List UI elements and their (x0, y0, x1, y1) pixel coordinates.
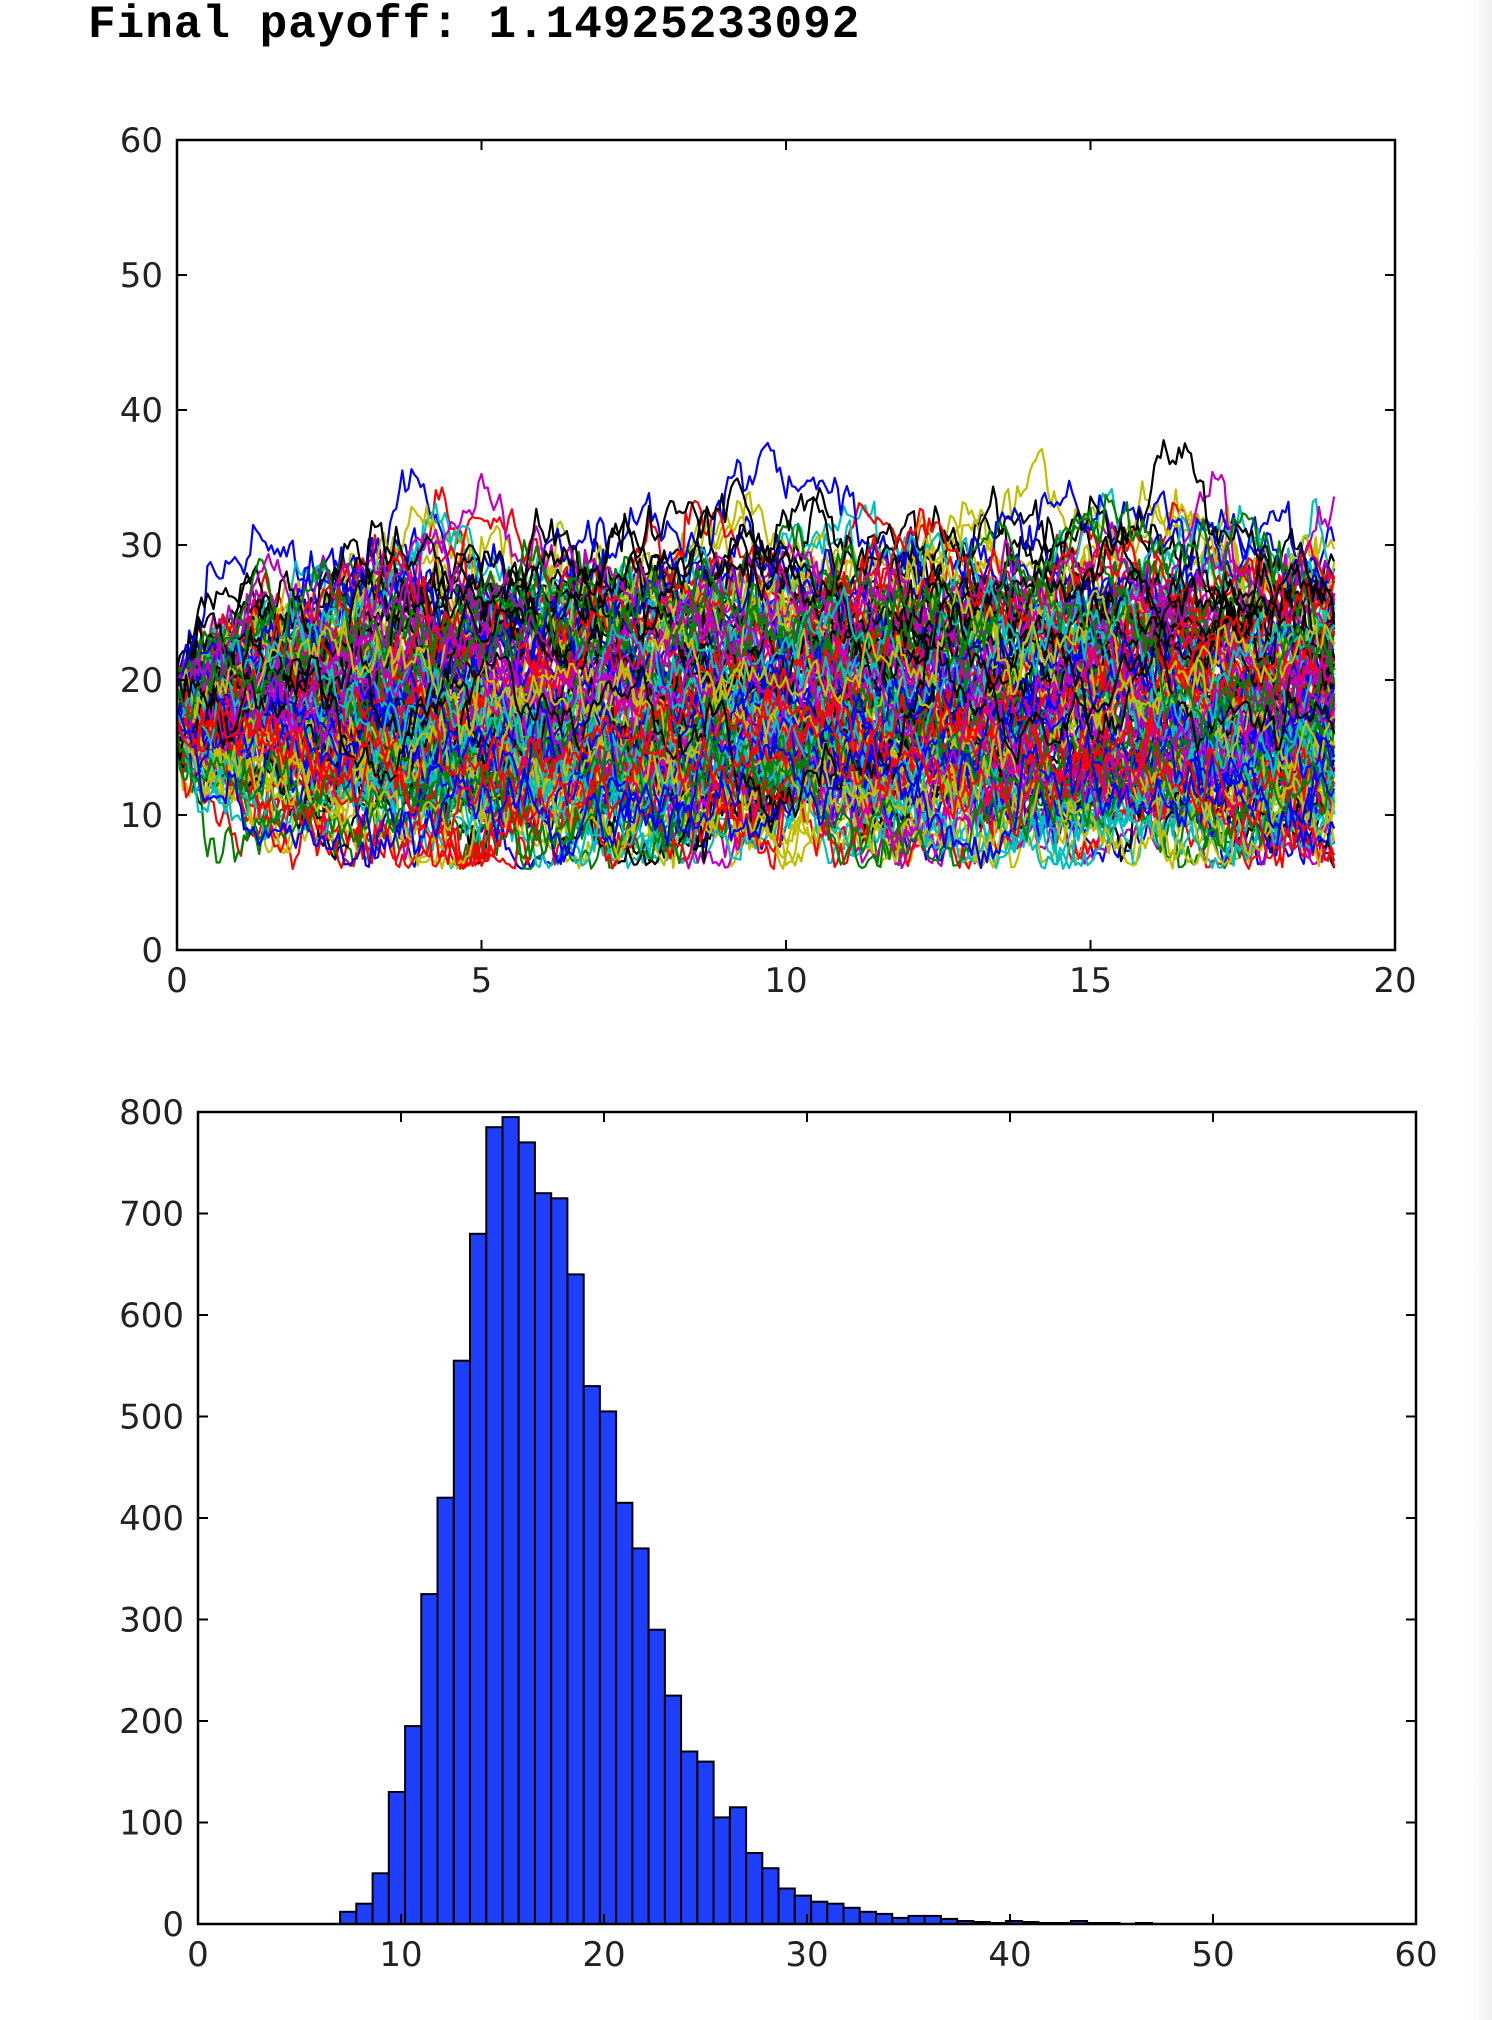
histogram-bar (810, 1900, 829, 1926)
histogram-bar (842, 1906, 861, 1925)
histogram-bar (371, 1872, 390, 1926)
paths-line-chart: 0 5 10 15 20 0 10 20 30 40 50 60 (120, 121, 1417, 1001)
path-series-line (175, 477, 1336, 743)
hist-plot-frame (196, 1110, 1418, 1926)
path-series-line (175, 493, 1335, 704)
histogram-bar (436, 1496, 455, 1925)
path-series-line (176, 597, 1336, 833)
histogram-bar (501, 1116, 520, 1926)
histogram-bar (761, 1867, 780, 1926)
path-series-line (175, 688, 1336, 869)
y-tick-label: 300 (119, 1601, 184, 1641)
y-tick-label: 20 (120, 661, 163, 701)
histogram-bar (680, 1750, 699, 1925)
histogram-bar (387, 1791, 406, 1925)
histogram-bar (582, 1385, 601, 1926)
histogram-bar (647, 1628, 666, 1925)
x-tick-label: 20 (582, 1935, 625, 1975)
histogram-bar (858, 1910, 877, 1925)
scroll-edge-shadow (1470, 0, 1492, 2020)
y-tick-label: 500 (119, 1398, 184, 1438)
path-series-line (175, 578, 1336, 784)
path-series-line (175, 504, 1335, 741)
histogram-bar (339, 1910, 358, 1925)
line-axis-ticks: 0 5 10 15 20 0 10 20 30 40 50 60 (120, 121, 1417, 1001)
path-series-line (175, 577, 1335, 850)
line-series-group (175, 439, 1336, 871)
histogram-bar (777, 1887, 796, 1925)
histogram-bar (615, 1501, 634, 1925)
histogram-bar (696, 1760, 715, 1925)
x-tick-label: 40 (988, 1935, 1031, 1975)
histogram-bar (598, 1410, 618, 1925)
histogram-bar (826, 1902, 845, 1926)
output-text: Final payoff: 1.14925233092 (88, 0, 861, 51)
histogram-bar (452, 1359, 471, 1925)
x-tick-label: 50 (1191, 1935, 1234, 1975)
histogram-bar (517, 1141, 536, 1925)
histogram-bar (420, 1593, 439, 1925)
histogram-bar (875, 1912, 894, 1926)
path-series-line (176, 587, 1336, 745)
histogram-bar (663, 1694, 683, 1925)
x-tick-label: 5 (471, 961, 493, 1001)
y-tick-label: 60 (120, 121, 163, 161)
x-tick-label: 60 (1394, 1935, 1437, 1975)
y-tick-label: 400 (119, 1499, 184, 1539)
path-series-line (175, 472, 1336, 759)
histogram-bar (631, 1547, 650, 1925)
histogram-bar (793, 1894, 812, 1925)
path-series-line (176, 543, 1336, 741)
histogram-bar (566, 1273, 585, 1925)
x-tick-label: 15 (1069, 961, 1112, 1001)
histogram-bar (485, 1126, 504, 1925)
x-tick-label: 30 (785, 1935, 828, 1975)
histogram-bar (404, 1725, 423, 1925)
histogram-bar (728, 1806, 748, 1925)
y-tick-label: 100 (119, 1804, 184, 1844)
y-tick-label: 40 (120, 391, 163, 431)
histogram-bars (339, 1116, 1154, 1926)
histogram-bar (550, 1197, 569, 1926)
histogram-bar (469, 1232, 488, 1926)
y-tick-label: 200 (119, 1702, 184, 1742)
x-tick-label: 0 (166, 961, 188, 1001)
x-tick-label: 10 (764, 961, 807, 1001)
histogram-bar (534, 1192, 553, 1925)
x-tick-label: 20 (1373, 961, 1416, 1001)
histogram-bar (355, 1902, 374, 1926)
x-tick-label: 10 (379, 1935, 422, 1975)
y-tick-label: 700 (119, 1195, 184, 1235)
y-tick-label: 800 (119, 1093, 184, 1133)
x-tick-label: 0 (187, 1935, 209, 1975)
histogram-bar (745, 1852, 764, 1925)
path-series-line (175, 517, 1336, 761)
y-tick-label: 600 (119, 1296, 184, 1336)
y-tick-label: 50 (120, 256, 163, 296)
y-tick-label: 0 (162, 1905, 184, 1945)
y-tick-label: 10 (120, 796, 163, 836)
y-tick-label: 0 (141, 931, 163, 971)
path-series-line (176, 711, 1336, 869)
histogram-bar (712, 1816, 731, 1926)
y-tick-label: 30 (120, 526, 163, 566)
